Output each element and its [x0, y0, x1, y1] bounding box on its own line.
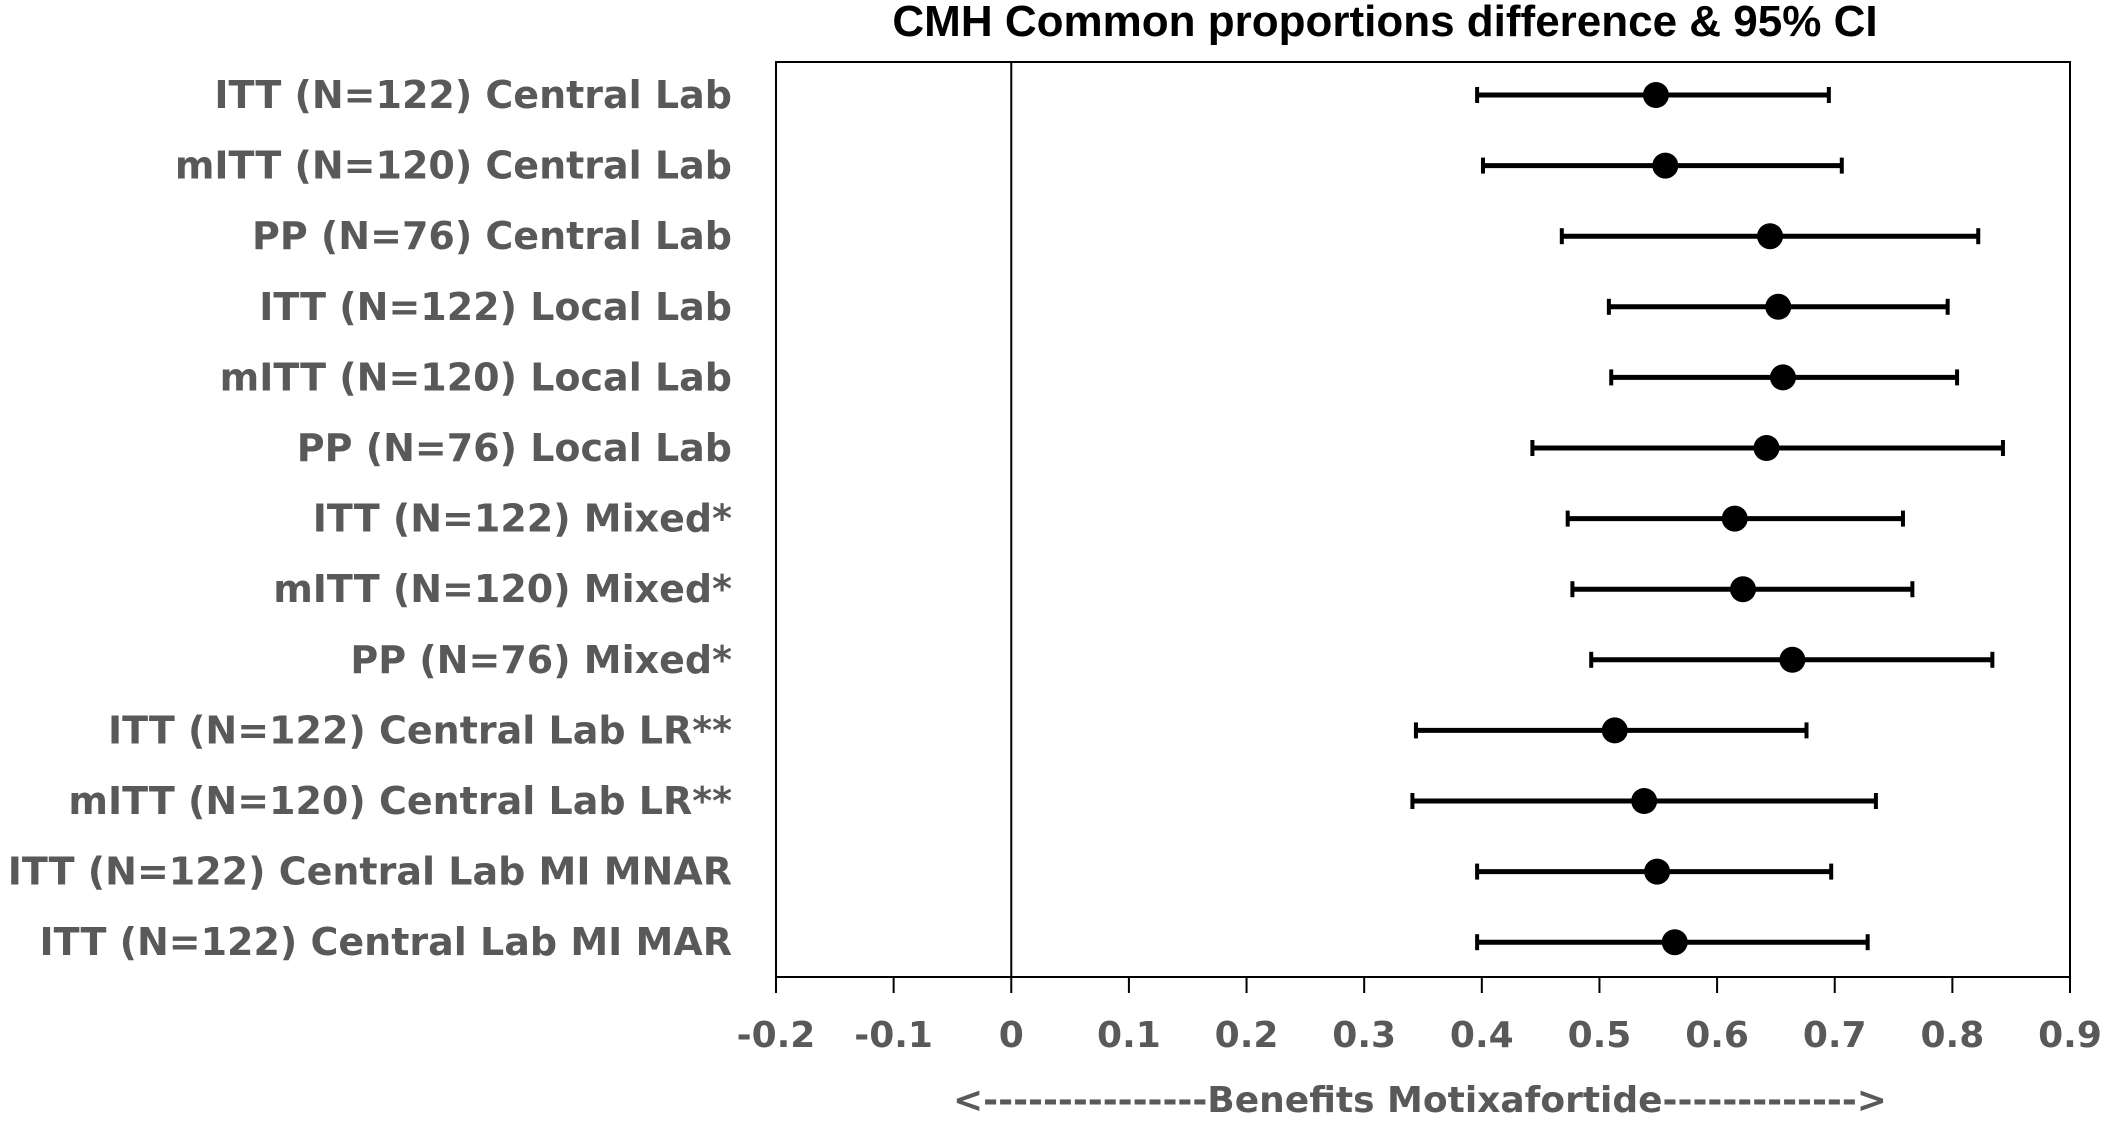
x-tick-label: 0.5	[1568, 1015, 1632, 1056]
point-estimate-marker	[1642, 82, 1669, 108]
point-estimate-marker	[1769, 364, 1796, 391]
point-estimate-marker	[1753, 435, 1780, 461]
x-tick-label: 0.3	[1332, 1015, 1396, 1056]
category-label: mITT (N=120) Mixed*	[273, 567, 732, 611]
category-label: ITT (N=122) Central Lab	[214, 73, 732, 117]
category-label: mITT (N=120) Central Lab	[175, 144, 732, 188]
x-tick-label: 0	[999, 1015, 1024, 1056]
x-tick-label: 0.8	[1920, 1015, 1984, 1056]
category-label: ITT (N=122) Local Lab	[259, 285, 732, 329]
category-label: ITT (N=122) Mixed*	[313, 497, 732, 541]
point-estimate-marker	[1757, 223, 1784, 250]
x-tick-label: 0.9	[2038, 1015, 2102, 1056]
x-axis-label: <---------------Benefits Motixafortide--…	[953, 1080, 1887, 1121]
x-tick-label: 0.6	[1685, 1015, 1749, 1056]
x-axis: -0.2 -0.1 0 0.1 0.2 0.3 0.4 0.5 0.6 0.7 0.8 0.9	[737, 977, 2102, 1056]
point-estimate-marker	[1729, 576, 1756, 603]
point-estimate-marker	[1601, 717, 1628, 744]
category-label: PP (N=76) Local Lab	[297, 426, 732, 470]
category-label: ITT (N=122) Central Lab MI MNAR	[8, 850, 732, 894]
x-tick-label: -0.2	[737, 1015, 816, 1056]
category-label: PP (N=76) Mixed*	[350, 638, 732, 682]
point-estimates	[1601, 82, 1806, 956]
category-label: ITT (N=122) Central Lab MI MAR	[40, 920, 732, 964]
point-estimate-marker	[1644, 858, 1671, 885]
plot-area-frame	[775, 61, 2071, 978]
x-tick-label: -0.1	[854, 1015, 933, 1056]
confidence-intervals	[1410, 87, 2005, 951]
category-label: PP (N=76) Central Lab	[252, 214, 732, 258]
point-estimate-marker	[1661, 929, 1688, 956]
point-estimate-marker	[1652, 152, 1679, 179]
x-tick-label: 0.2	[1215, 1015, 1279, 1056]
category-label: mITT (N=120) Central Lab LR**	[68, 779, 732, 823]
point-estimate-marker	[1721, 505, 1748, 532]
x-tick-label: 0.7	[1803, 1015, 1867, 1056]
point-estimate-marker	[1631, 788, 1658, 814]
x-tick-label: 0.1	[1097, 1015, 1161, 1056]
category-labels: ITT (N=122) Central Lab mITT (N=120) Cent…	[8, 73, 732, 964]
chart-title: CMH Common proportions difference & 95% …	[892, 0, 1877, 46]
point-estimate-marker	[1765, 293, 1792, 320]
x-tick-label: 0.4	[1450, 1015, 1514, 1056]
point-estimate-marker	[1779, 646, 1806, 673]
category-label: ITT (N=122) Central Lab LR**	[108, 708, 732, 752]
category-label: mITT (N=120) Local Lab	[220, 355, 732, 399]
